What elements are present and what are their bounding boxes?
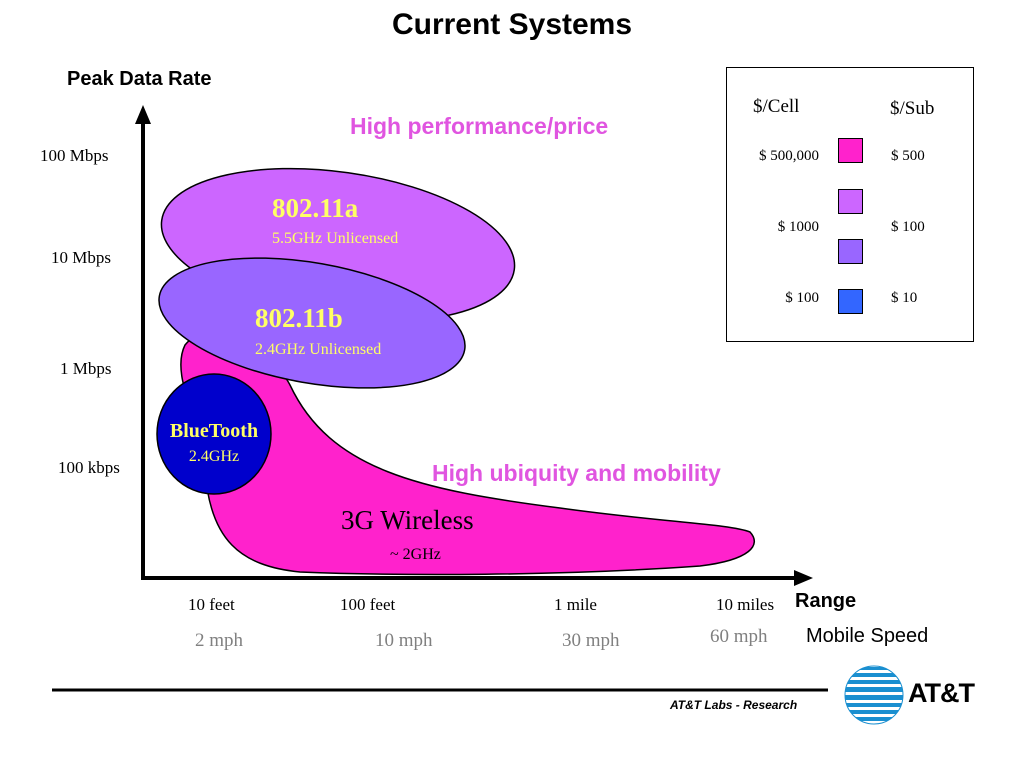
- legend-swatch-1: [838, 138, 863, 163]
- legend-row-4-cell: $ 100: [785, 290, 819, 306]
- y-tick-10mbps: 10 Mbps: [51, 248, 111, 267]
- wifi-a-name: 802.11a: [272, 193, 359, 223]
- att-globe-icon: [844, 665, 904, 725]
- speed-tick-2mph: 2 mph: [195, 630, 244, 651]
- bluetooth-band: 2.4GHz: [188, 448, 240, 465]
- wifi-a-band: 5.5GHz Unlicensed: [272, 230, 399, 247]
- att-logo-text: AT&T: [908, 678, 975, 708]
- legend-row-4-sub: $ 10: [891, 290, 918, 306]
- legend-row-3-sub: $ 100: [891, 219, 925, 235]
- cost-legend: $/Cell $/Sub $ 500,000 $ 500 $ 1000 $ 10…: [726, 67, 974, 342]
- wifi-b-name: 802.11b: [255, 303, 343, 333]
- page-title: Current Systems: [391, 8, 633, 41]
- wireless-3g-region: [180, 329, 755, 576]
- x-axis-label: Range: [795, 590, 857, 612]
- high-ubiquity-annotation: High ubiquity and mobility: [432, 460, 721, 486]
- high-performance-annotation: High performance/price: [350, 113, 609, 139]
- speed-tick-60mph: 60 mph: [710, 626, 768, 647]
- wireless-3g-band: ~ 2GHz: [390, 546, 441, 563]
- range-tick-10-miles: 10 miles: [716, 595, 775, 614]
- range-tick-1-mile: 1 mile: [554, 595, 597, 614]
- legend-row-1-cell: $ 500,000: [759, 148, 819, 164]
- legend-row-1-sub: $ 500: [891, 148, 925, 164]
- y-tick-100mbps: 100 Mbps: [40, 146, 109, 165]
- range-tick-100-feet: 100 feet: [340, 595, 396, 614]
- wifi-b-ellipse: [158, 257, 466, 389]
- y-tick-100kbps: 100 kbps: [58, 458, 120, 477]
- bluetooth-name: BlueTooth: [169, 420, 259, 442]
- y-axis-arrowhead: [135, 105, 151, 124]
- legend-sub-header: $/Sub: [890, 98, 935, 119]
- bluetooth-circle: [156, 373, 272, 495]
- legend-row-3-cell: $ 1000: [777, 219, 819, 235]
- legend-swatch-2: [838, 189, 863, 214]
- legend-swatch-4: [838, 289, 863, 314]
- wifi-b-band: 2.4GHz Unlicensed: [255, 341, 382, 358]
- footer-lab-name: AT&T Labs - Research: [670, 698, 798, 712]
- speed-axis-label: Mobile Speed: [806, 625, 929, 647]
- range-tick-10-feet: 10 feet: [188, 595, 235, 614]
- legend-swatch-3: [838, 239, 863, 264]
- y-tick-1mbps: 1 Mbps: [60, 359, 112, 378]
- y-axis-label: Peak Data Rate: [67, 68, 212, 90]
- speed-tick-30mph: 30 mph: [562, 630, 620, 651]
- x-axis-arrowhead: [794, 570, 813, 586]
- wireless-3g-name: 3G Wireless: [341, 505, 474, 535]
- speed-tick-10mph: 10 mph: [375, 630, 433, 651]
- legend-cell-header: $/Cell: [753, 96, 800, 117]
